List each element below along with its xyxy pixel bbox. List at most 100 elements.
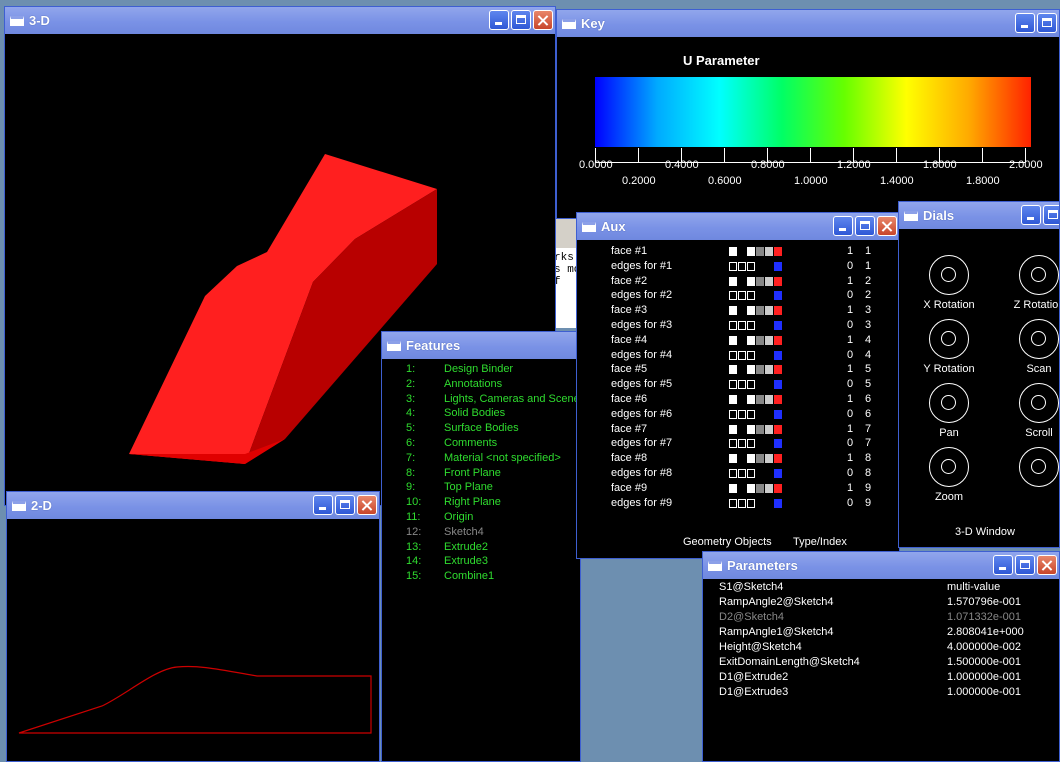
aux-swatch xyxy=(729,365,737,375)
aux-color-swatches[interactable] xyxy=(729,247,789,256)
feature-item[interactable]: Extrude3 xyxy=(444,555,489,568)
feature-item[interactable]: Design Binder xyxy=(444,363,514,375)
parameter-name[interactable]: D1@Extrude2 xyxy=(719,671,789,683)
aux-swatch xyxy=(738,291,746,301)
parameter-value[interactable]: multi-value xyxy=(947,581,1001,593)
minimize-button[interactable] xyxy=(993,555,1013,575)
parameter-name[interactable]: D1@Extrude3 xyxy=(719,686,789,698)
maximize-button[interactable] xyxy=(1037,13,1057,33)
minimize-button[interactable] xyxy=(1021,205,1041,225)
window-parameters-titlebar[interactable]: Parameters xyxy=(703,552,1059,579)
parameter-name[interactable]: D2@Sketch4 xyxy=(719,611,784,623)
aux-swatch xyxy=(729,291,737,301)
window-2d[interactable]: 2-D xyxy=(6,491,380,762)
dial-label: Zoom xyxy=(934,491,964,503)
window-aux-titlebar[interactable]: Aux xyxy=(577,213,899,240)
parameter-name[interactable]: RampAngle1@Sketch4 xyxy=(719,626,834,638)
parameter-value[interactable]: 1.570796e-001 xyxy=(947,596,1022,608)
maximize-button[interactable] xyxy=(335,495,355,515)
dial-knob[interactable] xyxy=(1019,255,1059,295)
feature-item[interactable]: Front Plane xyxy=(444,466,501,479)
parameter-value[interactable]: 1.000000e-001 xyxy=(947,671,1022,683)
maximize-button[interactable] xyxy=(855,216,875,236)
window-features[interactable]: Features 1: Design Binder 2: Annotations 3: L… xyxy=(381,331,581,762)
parameter-value[interactable]: 4.000000e-002 xyxy=(947,641,1022,653)
aux-color-swatches[interactable] xyxy=(729,424,789,434)
feature-item[interactable]: Comments xyxy=(444,437,498,449)
maximize-button[interactable] xyxy=(1015,555,1035,575)
aux-color-swatches[interactable] xyxy=(729,469,789,478)
window-aux[interactable]: Aux face #1 1 1 edges for #1 0 1 face #2 1 2 edge… xyxy=(576,212,900,559)
dial-knob[interactable] xyxy=(1019,383,1059,423)
aux-color-swatches[interactable] xyxy=(729,483,789,493)
close-button[interactable] xyxy=(533,10,553,30)
maximize-button[interactable] xyxy=(511,10,531,30)
minimize-button[interactable] xyxy=(1015,13,1035,33)
dial-knob[interactable] xyxy=(929,447,969,487)
close-button[interactable] xyxy=(357,495,377,515)
dial-knob[interactable] xyxy=(929,383,969,423)
aux-color-swatches[interactable] xyxy=(729,291,789,301)
dial-knob[interactable] xyxy=(1019,447,1059,487)
feature-item[interactable]: Annotations xyxy=(444,377,503,390)
aux-color-swatches[interactable] xyxy=(729,335,789,345)
aux-color-swatches[interactable] xyxy=(729,409,789,419)
viewport-2d[interactable] xyxy=(7,519,379,761)
parameter-value[interactable]: 1.000000e-001 xyxy=(947,686,1022,698)
feature-item[interactable]: Sketch4 xyxy=(444,525,484,538)
feature-item[interactable]: Combine1 xyxy=(444,570,495,583)
viewport-3d[interactable] xyxy=(5,34,555,505)
close-button[interactable] xyxy=(1037,555,1057,575)
feature-item[interactable]: Top Plane xyxy=(444,481,493,494)
parameter-value[interactable]: 1.071332e-001 xyxy=(947,611,1022,623)
close-button[interactable] xyxy=(877,216,897,236)
aux-color-swatches[interactable] xyxy=(729,306,789,316)
window-parameters[interactable]: Parameters S1@Sketch4 multi-value RampAngl… xyxy=(702,551,1060,762)
window-3d-titlebar[interactable]: 3-D xyxy=(5,7,555,34)
aux-color-swatches[interactable] xyxy=(729,498,789,508)
aux-swatch xyxy=(774,380,782,390)
aux-swatch xyxy=(756,483,764,493)
aux-color-swatches[interactable] xyxy=(729,261,789,271)
feature-item[interactable]: Origin xyxy=(444,511,474,523)
aux-color-swatches[interactable] xyxy=(729,350,789,360)
aux-swatch xyxy=(756,321,764,330)
parameter-value[interactable]: 1.500000e-001 xyxy=(947,656,1022,668)
parameter-name[interactable]: RampAngle2@Sketch4 xyxy=(719,596,834,608)
parameter-name[interactable]: ExitDomainLength@Sketch4 xyxy=(719,656,860,668)
feature-item[interactable]: Extrude2 xyxy=(444,540,489,553)
feature-item[interactable]: Lights, Cameras and Scene xyxy=(444,392,580,405)
parameter-value[interactable]: 2.808041e+000 xyxy=(947,626,1024,638)
window-dials-titlebar[interactable]: Dials xyxy=(899,202,1059,229)
aux-swatch xyxy=(756,469,764,478)
aux-color-swatches[interactable] xyxy=(729,395,789,404)
aux-color-swatches[interactable] xyxy=(729,380,789,390)
aux-color-swatches[interactable] xyxy=(729,321,789,330)
aux-color-swatches[interactable] xyxy=(729,454,789,464)
dial-knob[interactable] xyxy=(929,319,969,359)
window-features-titlebar[interactable]: Features xyxy=(382,332,580,359)
window-2d-titlebar[interactable]: 2-D xyxy=(7,492,379,519)
maximize-button[interactable] xyxy=(1043,205,1059,225)
feature-item[interactable]: Material <not specified> xyxy=(444,451,561,464)
window-key[interactable]: Key U Parameter 0.0000 0.4000 0.8000 1.2000… xyxy=(556,9,1060,219)
dial-knob[interactable] xyxy=(929,255,969,295)
minimize-button[interactable] xyxy=(833,216,853,236)
window-dials[interactable]: Dials X Rotation Z Rotation Y Rotation Scan… xyxy=(898,201,1060,548)
aux-swatch xyxy=(738,483,746,493)
aux-color-swatches[interactable] xyxy=(729,439,789,449)
parameter-name[interactable]: Height@Sketch4 xyxy=(719,641,802,653)
aux-color-swatches[interactable] xyxy=(729,276,789,286)
aux-color-swatches[interactable] xyxy=(729,365,789,375)
feature-item[interactable]: Right Plane xyxy=(444,496,501,509)
aux-swatch xyxy=(774,247,782,256)
dial-knob[interactable] xyxy=(1019,319,1059,359)
minimize-button[interactable] xyxy=(313,495,333,515)
minimize-button[interactable] xyxy=(489,10,509,30)
sketch-profile xyxy=(18,665,372,734)
feature-item[interactable]: Solid Bodies xyxy=(444,407,506,420)
feature-item[interactable]: Surface Bodies xyxy=(444,422,519,435)
aux-swatch xyxy=(765,261,773,271)
window-key-titlebar[interactable]: Key xyxy=(557,10,1059,37)
parameter-name[interactable]: S1@Sketch4 xyxy=(719,581,784,593)
